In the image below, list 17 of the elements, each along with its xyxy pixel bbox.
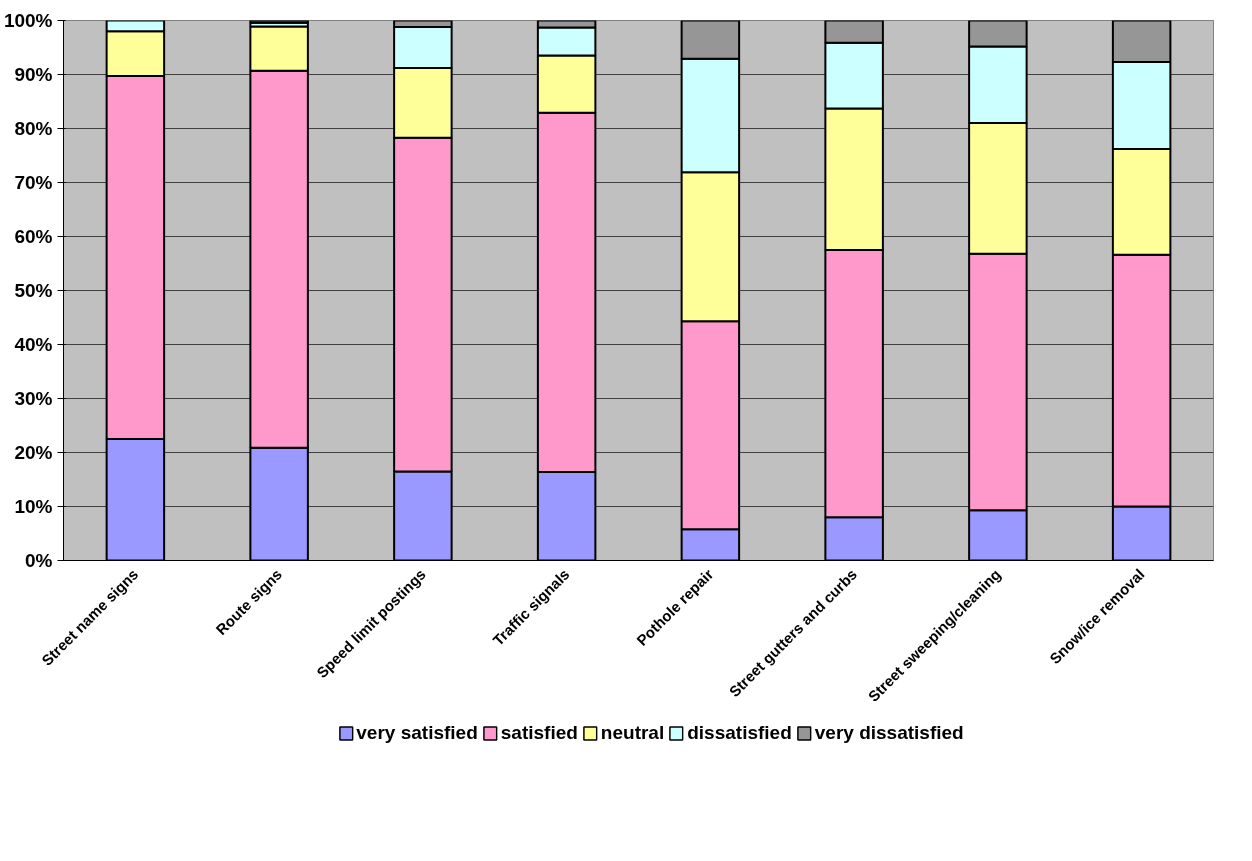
legend-label: dissatisfied [687, 722, 792, 744]
y-tick-label: 90% [14, 64, 53, 85]
legend-label: satisfied [500, 722, 578, 744]
legend-label: very satisfied [356, 722, 478, 744]
y-tick-label: 70% [14, 172, 53, 193]
y-tick-label: 10% [14, 496, 53, 517]
legend-label: neutral [600, 722, 665, 744]
bar [249, 20, 309, 24]
y-tick-label: 20% [14, 442, 53, 463]
y-tick-label: 40% [14, 334, 53, 355]
y-tick-label: 50% [14, 280, 53, 301]
y-tick-label: 30% [14, 388, 53, 409]
y-tick-label: 100% [3, 10, 53, 31]
y-tick-label: 0% [25, 550, 53, 571]
y-tick-label: 60% [14, 226, 53, 247]
legend-label: very dissatisfied [814, 722, 964, 744]
y-tick-label: 80% [14, 118, 53, 139]
